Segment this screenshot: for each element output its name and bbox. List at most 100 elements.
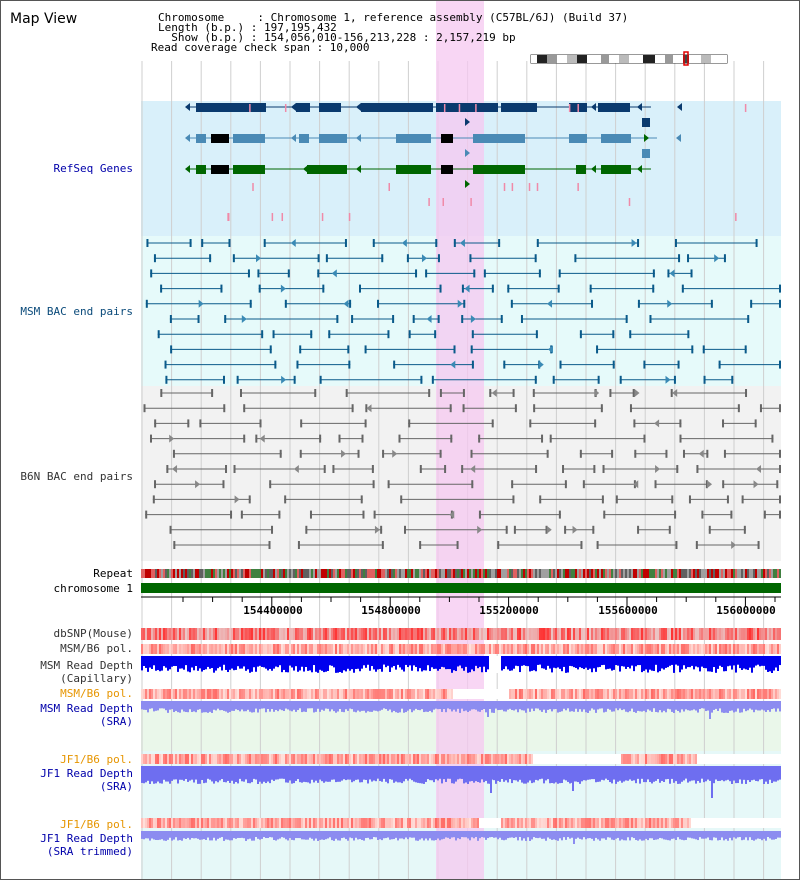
heat-cell: [777, 754, 779, 764]
depth-bar: [347, 656, 349, 669]
depth-bar: [709, 656, 711, 672]
heat-cell: [515, 818, 517, 828]
repeat-mark: [729, 569, 731, 578]
bac-end: [574, 254, 577, 263]
heat-cell: [757, 754, 759, 764]
track-label-msm-bac[interactable]: MSM BAC end pairs: [20, 305, 133, 318]
bac-end: [609, 389, 612, 397]
depth-bar: [171, 701, 173, 710]
heat-cell: [643, 754, 645, 764]
depth-bar: [675, 831, 677, 841]
depth-bar: [205, 766, 207, 783]
heat-cell: [545, 818, 547, 828]
heat-cell: [429, 628, 431, 640]
depth-bar: [365, 766, 367, 780]
depth-bar: [563, 766, 565, 780]
depth-bar: [773, 831, 775, 840]
depth-bar: [293, 831, 295, 841]
bac-end: [498, 239, 501, 247]
heat-cell: [513, 818, 515, 828]
heat-cell: [589, 689, 591, 699]
track-label-refseq[interactable]: RefSeq Genes: [53, 162, 133, 175]
depth-bar: [513, 701, 515, 711]
bac-end: [629, 404, 632, 413]
heat-cell: [433, 818, 435, 828]
heat-cell: [563, 754, 565, 764]
bac-end: [776, 480, 779, 489]
depth-bar: [327, 656, 329, 671]
heat-cell: [205, 628, 207, 640]
depth-bar: [583, 831, 585, 838]
depth-bar: [185, 766, 187, 780]
depth-bar: [769, 766, 771, 780]
repeat-mark: [347, 569, 349, 578]
repeat-mark: [761, 569, 763, 578]
heat-cell: [591, 818, 593, 828]
heat-cell: [485, 754, 487, 764]
heat-cell: [705, 818, 707, 828]
depth-bar: [767, 656, 769, 672]
depth-bar: [301, 831, 303, 840]
heat-cell: [275, 689, 277, 699]
heat-cell: [437, 689, 439, 699]
heat-cell: [207, 689, 209, 699]
heat-cell: [759, 628, 761, 640]
depth-bar: [679, 701, 681, 713]
heat-cell: [231, 628, 233, 640]
depth-bar: [339, 831, 341, 841]
bac-end: [153, 254, 156, 263]
ideogram-band: [537, 55, 547, 63]
depth-bar: [707, 766, 709, 780]
depth-bar: [779, 701, 781, 712]
depth-bar: [651, 766, 653, 784]
repeat-mark: [379, 569, 381, 578]
track-label-b6n-bac[interactable]: B6N BAC end pairs: [20, 470, 133, 483]
depth-bar: [421, 766, 423, 784]
bac-end: [510, 299, 513, 308]
heat-cell: [473, 628, 475, 640]
heat-cell: [315, 754, 317, 764]
heat-cell: [377, 818, 379, 828]
depth-bar: [751, 831, 753, 840]
depth-bar: [251, 766, 253, 783]
heat-cell: [635, 818, 637, 828]
heat-cell: [753, 628, 755, 640]
depth-bar: [169, 831, 171, 838]
track-label-jf1-depth-sra: JF1 Read Depth: [40, 767, 133, 780]
heat-cell: [157, 818, 159, 828]
depth-bar: [163, 656, 165, 667]
repeat-mark: [147, 569, 149, 578]
heat-cell: [727, 644, 729, 654]
depth-bar: [207, 831, 209, 838]
depth-bar: [385, 831, 387, 839]
repeat-mark: [343, 569, 345, 578]
depth-bar: [351, 766, 353, 783]
heat-cell: [677, 644, 679, 654]
repeat-mark: [603, 569, 605, 578]
depth-bar: [623, 701, 625, 710]
heat-cell: [267, 754, 269, 764]
heat-cell: [145, 689, 147, 699]
repeat-mark: [239, 569, 241, 578]
depth-bar: [711, 701, 713, 713]
depth-bar: [397, 656, 399, 665]
depth-bar: [363, 701, 365, 711]
heat-cell: [151, 754, 153, 764]
heat-cell: [215, 818, 217, 828]
depth-bar: [303, 831, 305, 840]
depth-bar: [203, 701, 205, 713]
bac-end: [145, 299, 148, 308]
bac-end: [743, 525, 746, 534]
heat-cell: [165, 754, 167, 764]
heat-cell: [645, 628, 647, 640]
heat-cell: [579, 644, 581, 654]
heat-cell: [369, 754, 371, 764]
depth-bar: [177, 831, 179, 841]
depth-bar: [337, 766, 339, 782]
heat-cell: [569, 644, 571, 654]
heat-cell: [337, 754, 339, 764]
bac-end: [511, 480, 514, 489]
repeat-mark: [439, 569, 441, 578]
repeat-mark: [585, 569, 587, 578]
heat-cell: [665, 689, 667, 699]
